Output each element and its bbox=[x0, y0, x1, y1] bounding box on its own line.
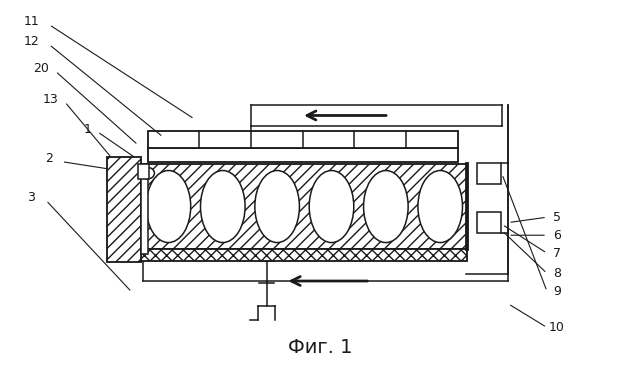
Ellipse shape bbox=[364, 170, 408, 243]
Ellipse shape bbox=[146, 170, 191, 243]
Text: 8: 8 bbox=[553, 267, 561, 280]
Ellipse shape bbox=[255, 170, 300, 243]
Bar bbox=[107, 157, 141, 262]
Text: 5: 5 bbox=[553, 210, 561, 224]
Text: Фиг. 1: Фиг. 1 bbox=[288, 337, 352, 357]
Ellipse shape bbox=[200, 170, 245, 243]
Text: 7: 7 bbox=[553, 247, 561, 260]
Bar bbox=[141, 164, 148, 254]
Bar bbox=[141, 164, 467, 249]
Text: 6: 6 bbox=[553, 229, 561, 242]
Text: 13: 13 bbox=[42, 93, 58, 106]
Text: 12: 12 bbox=[24, 35, 40, 48]
Text: 2: 2 bbox=[45, 152, 53, 165]
Bar bbox=[107, 157, 141, 262]
Ellipse shape bbox=[141, 167, 154, 179]
Text: 3: 3 bbox=[28, 191, 35, 204]
Text: 9: 9 bbox=[553, 285, 561, 298]
Bar bbox=[148, 131, 458, 148]
Text: 11: 11 bbox=[24, 15, 40, 28]
Bar bbox=[141, 249, 467, 261]
Bar bbox=[148, 148, 458, 162]
Bar bbox=[477, 163, 500, 184]
Text: 10: 10 bbox=[549, 321, 565, 334]
Bar bbox=[141, 249, 467, 261]
Bar bbox=[141, 164, 467, 249]
Ellipse shape bbox=[418, 170, 463, 243]
Text: 20: 20 bbox=[33, 62, 49, 75]
Ellipse shape bbox=[309, 170, 354, 243]
Text: 1: 1 bbox=[84, 123, 92, 136]
Bar bbox=[477, 212, 500, 233]
Bar bbox=[138, 164, 149, 179]
Text: 4: 4 bbox=[288, 189, 296, 202]
